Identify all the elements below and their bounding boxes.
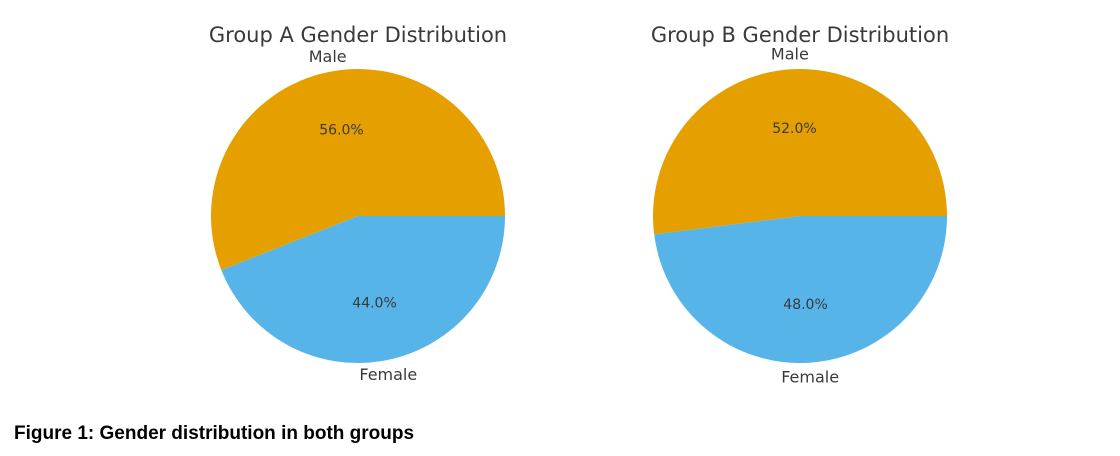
- chart-title: Group A Gender Distribution: [209, 23, 507, 47]
- female-percent-label: 44.0%: [352, 296, 396, 312]
- male-slice: [210, 68, 505, 271]
- female-slice: [221, 216, 505, 363]
- female-percent-label: 48.0%: [783, 297, 827, 313]
- male-label: Male: [771, 45, 809, 64]
- male-label: Male: [309, 47, 347, 66]
- figure-caption: Figure 1: Gender distribution in both gr…: [14, 423, 415, 444]
- chart-title: Group B Gender Distribution: [651, 23, 949, 47]
- male-percent-label: 52.0%: [772, 121, 816, 137]
- female-label: Female: [359, 365, 417, 384]
- male-slice: [653, 69, 947, 235]
- pie-charts-figure: Group A Gender DistributionMale56.0%Fema…: [209, 23, 949, 386]
- female-label: Female: [781, 367, 839, 386]
- male-percent-label: 56.0%: [319, 122, 363, 138]
- female-slice: [654, 216, 947, 364]
